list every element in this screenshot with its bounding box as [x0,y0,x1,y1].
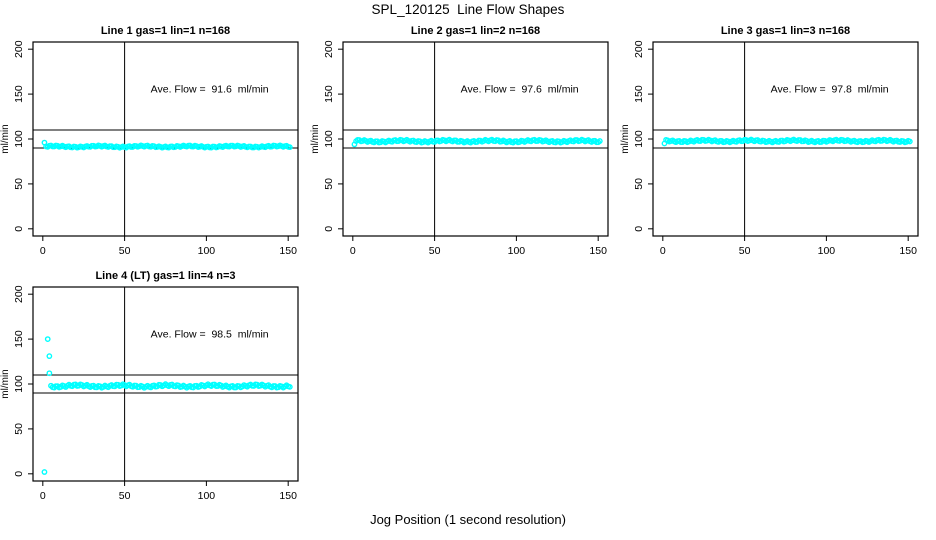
flow-data-point [46,370,53,377]
ave-flow-annotation: Ave. Flow = 97.6 ml/min [461,83,579,95]
x-tick-label: 150 [279,245,297,257]
panel-title: Line 1 gas=1 lin=1 n=168 [101,25,230,37]
y-tick-label: 150 [633,85,645,103]
y-tick-label: 200 [13,285,25,303]
panel-line-3: Line 3 gas=1 lin=3 n=168 0 50 100 150 0 50 100 1… [620,22,930,272]
flow-data-point [41,139,48,146]
plot-frame [32,41,299,237]
y-tick-label: 0 [13,226,25,232]
y-tick-label: 100 [13,375,25,393]
y-tick-label: 150 [13,330,25,348]
panel-title: Line 2 gas=1 lin=2 n=168 [411,25,540,37]
y-axis-label: ml/min [620,124,631,153]
ave-flow-annotation: Ave. Flow = 98.5 ml/min [151,328,269,340]
y-tick-label: 50 [323,178,335,190]
x-tick-label: 50 [429,245,441,257]
y-axis-label: ml/min [310,124,321,153]
flow-data-point [596,138,603,144]
flow-data-point [46,353,53,360]
y-tick-label: 150 [13,85,25,103]
flow-data-point [41,469,48,475]
main-title: SPL_120125 Line Flow Shapes [371,2,565,17]
y-tick-label: 150 [323,85,335,103]
x-tick-label: 50 [119,245,131,257]
y-tick-label: 100 [13,130,25,148]
x-tick-label: 50 [739,245,751,257]
x-axis-label: Jog Position (1 second resolution) [370,512,566,527]
x-tick-label: 0 [350,245,356,257]
panel-line-2-chart: Line 2 gas=1 lin=2 n=168 0 50 100 150 0 50 100 1… [310,25,609,257]
y-tick-label: 200 [633,40,645,58]
y-tick-label: 0 [13,471,25,477]
x-tick-label: 0 [40,490,46,502]
panel-line-2: Line 2 gas=1 lin=2 n=168 0 50 100 150 0 50 100 1… [310,22,620,272]
flow-data-point [44,336,51,342]
ave-flow-annotation: Ave. Flow = 97.8 ml/min [771,83,889,95]
x-tick-label: 0 [660,245,666,257]
ave-flow-annotation: Ave. Flow = 91.6 ml/min [151,83,269,95]
y-tick-label: 0 [633,226,645,232]
flow-data-point [661,140,668,147]
x-tick-label: 100 [818,245,836,257]
y-tick-label: 200 [323,40,335,58]
y-axis-label: ml/min [0,369,11,398]
panel-line-4-chart: Line 4 (LT) gas=1 lin=4 n=3 0 50 100 150 0 50 1… [0,270,299,502]
x-tick-label: 150 [589,245,607,257]
y-tick-label: 100 [323,130,335,148]
panel-line-1-chart: Line 1 gas=1 lin=1 n=168 0 50 100 150 0 50 100 1… [0,25,299,257]
x-tick-label: 100 [198,245,216,257]
panel-line-4: Line 4 (LT) gas=1 lin=4 n=3 0 50 100 150 0 50 1… [0,267,310,517]
y-tick-label: 0 [323,226,335,232]
x-tick-label: 50 [119,490,131,502]
panel-line-1: Line 1 gas=1 lin=1 n=168 0 50 100 150 0 50 100 1… [0,22,310,272]
x-tick-label: 100 [508,245,526,257]
y-axis-label: ml/min [0,124,11,153]
x-tick-label: 100 [198,490,216,502]
y-tick-label: 100 [633,130,645,148]
x-tick-label: 0 [40,245,46,257]
y-tick-label: 50 [13,178,25,190]
x-tick-label: 150 [279,490,297,502]
panel-title: Line 4 (LT) gas=1 lin=4 n=3 [95,270,235,282]
y-tick-label: 50 [633,178,645,190]
flow-data-point [286,383,293,390]
panel-line-3-chart: Line 3 gas=1 lin=3 n=168 0 50 100 150 0 50 100 1… [620,25,919,257]
flow-data-point [286,144,293,151]
panel-title: Line 3 gas=1 lin=3 n=168 [721,25,850,37]
flow-data-point [351,141,358,148]
y-tick-label: 50 [13,423,25,435]
x-tick-label: 150 [899,245,917,257]
flow-data-point [906,138,913,145]
y-tick-label: 200 [13,40,25,58]
